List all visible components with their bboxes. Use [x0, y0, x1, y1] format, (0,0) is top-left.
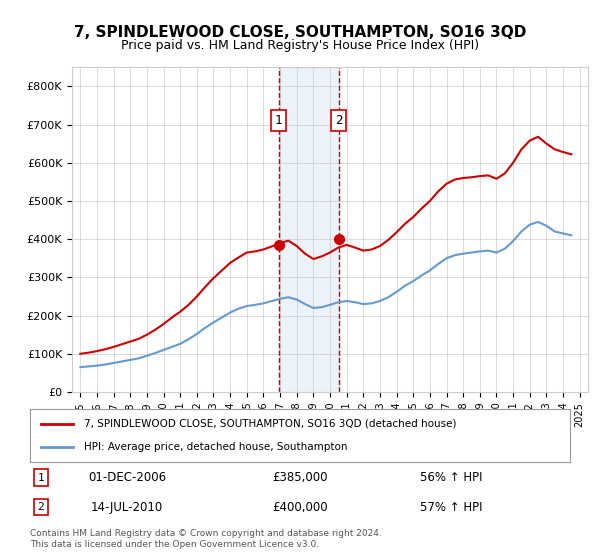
Text: 01-DEC-2006: 01-DEC-2006 — [88, 471, 166, 484]
Text: £400,000: £400,000 — [272, 501, 328, 514]
Text: 56% ↑ HPI: 56% ↑ HPI — [420, 471, 482, 484]
Text: 14-JUL-2010: 14-JUL-2010 — [91, 501, 163, 514]
Text: 2: 2 — [37, 502, 44, 512]
Text: 2: 2 — [335, 114, 343, 127]
Text: 1: 1 — [275, 114, 283, 127]
Text: Contains HM Land Registry data © Crown copyright and database right 2024.
This d: Contains HM Land Registry data © Crown c… — [30, 529, 382, 549]
Bar — [279, 67, 339, 392]
Text: 57% ↑ HPI: 57% ↑ HPI — [420, 501, 482, 514]
Text: 7, SPINDLEWOOD CLOSE, SOUTHAMPTON, SO16 3QD: 7, SPINDLEWOOD CLOSE, SOUTHAMPTON, SO16 … — [74, 25, 526, 40]
Text: 1: 1 — [37, 473, 44, 483]
Text: Price paid vs. HM Land Registry's House Price Index (HPI): Price paid vs. HM Land Registry's House … — [121, 39, 479, 52]
Text: 7, SPINDLEWOOD CLOSE, SOUTHAMPTON, SO16 3QD (detached house): 7, SPINDLEWOOD CLOSE, SOUTHAMPTON, SO16 … — [84, 419, 457, 429]
Text: HPI: Average price, detached house, Southampton: HPI: Average price, detached house, Sout… — [84, 442, 347, 452]
Text: £385,000: £385,000 — [272, 471, 328, 484]
